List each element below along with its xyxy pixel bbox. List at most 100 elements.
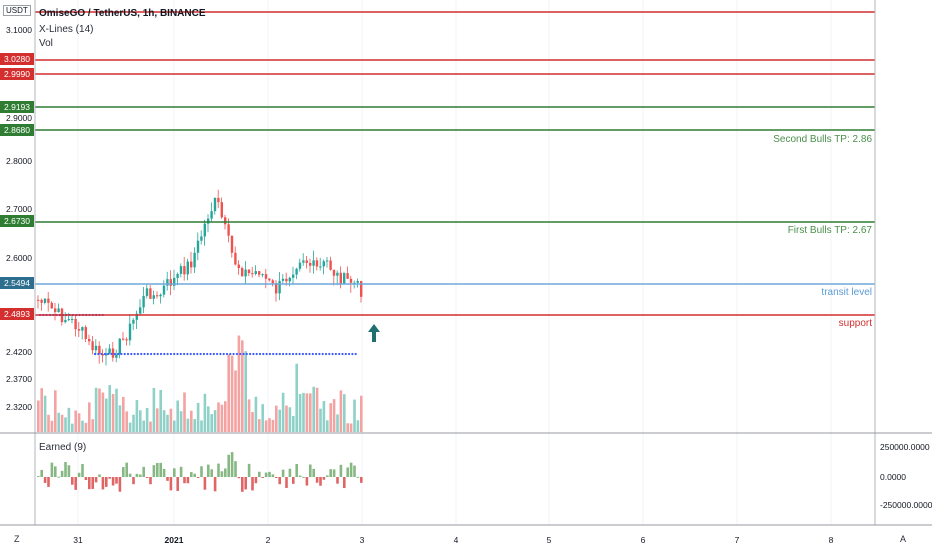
candle-body — [230, 235, 234, 253]
candle-body — [149, 288, 152, 299]
earned-bar — [91, 477, 94, 489]
currency-badge[interactable]: USDT — [3, 5, 31, 16]
volume-bar — [190, 410, 193, 432]
earned-bar — [349, 462, 353, 477]
xline-marker — [331, 352, 334, 356]
xline-marker — [93, 352, 97, 356]
xline-marker — [153, 352, 156, 356]
xline-marker — [216, 352, 219, 356]
xline-marker — [351, 352, 354, 356]
volume-bar — [271, 419, 275, 432]
earned-bar — [305, 477, 309, 486]
volume-bar — [139, 410, 142, 432]
price-label: 2.4893 — [0, 308, 34, 320]
earned-bar — [220, 471, 224, 477]
symbol-title[interactable]: OmiseGO / TetherUS, 1h, BINANCE — [39, 8, 206, 19]
earned-bar — [258, 471, 261, 477]
earned-bar — [278, 477, 281, 485]
price-tick: 2.6000 — [6, 253, 32, 263]
earned-bar — [200, 466, 203, 477]
sub-axis-tick: -250000.0000 — [880, 500, 932, 510]
volume-bar — [142, 420, 145, 432]
earned-bar — [128, 473, 132, 477]
xline-marker — [348, 352, 351, 356]
earned-bar — [60, 470, 64, 477]
volume-bar — [152, 387, 156, 432]
earned-bar — [217, 463, 220, 477]
volume-bar — [210, 414, 213, 432]
xline-marker — [110, 352, 113, 356]
earned-bar — [261, 477, 264, 478]
candle-body — [115, 354, 118, 358]
indicator-xlines[interactable]: X-Lines (14) — [39, 24, 94, 35]
volume-bar — [343, 394, 346, 432]
volume-bar — [237, 335, 241, 432]
candle-body — [329, 260, 332, 270]
earned-bar — [339, 464, 343, 477]
volume-bar — [217, 402, 220, 432]
volume-bar — [43, 395, 47, 432]
earned-bar — [336, 477, 339, 484]
earned-bar — [343, 477, 346, 489]
xline-marker — [100, 352, 103, 356]
candle-body — [244, 269, 247, 277]
xline-marker — [146, 352, 149, 356]
earned-bar — [54, 466, 57, 477]
volume-bar — [356, 420, 360, 432]
volume-bar — [81, 420, 84, 432]
volume-bar — [234, 370, 237, 432]
volume-bar — [264, 420, 268, 432]
xline-marker — [202, 352, 205, 356]
candle-body — [118, 338, 121, 355]
xline-marker — [169, 352, 172, 356]
xline-marker — [239, 352, 242, 356]
volume-bar — [98, 388, 101, 432]
earned-bar — [247, 463, 251, 477]
xline-marker — [282, 352, 285, 356]
xline-marker — [334, 352, 337, 356]
candle-body — [54, 308, 57, 313]
xline-marker — [126, 352, 130, 356]
candle-body — [88, 338, 91, 342]
auto-scale-button[interactable]: A — [900, 534, 907, 544]
volume-bar — [203, 393, 207, 432]
volume-bar — [254, 396, 258, 432]
volume-bar — [261, 404, 264, 432]
xline-marker — [229, 352, 232, 356]
xline-marker — [321, 352, 324, 356]
xline-marker — [140, 352, 143, 356]
xline-marker — [199, 352, 202, 356]
volume-bar — [309, 393, 312, 432]
candle-body — [200, 236, 203, 241]
candle-body — [258, 271, 261, 275]
earned-bar — [329, 469, 332, 477]
earned-bar — [118, 477, 122, 492]
earned-bar — [271, 474, 275, 477]
candle-body — [173, 277, 176, 286]
xline-marker — [133, 352, 136, 356]
price-tick: 3.1000 — [6, 25, 32, 35]
candle-body — [309, 262, 312, 266]
volume-bar — [47, 414, 50, 432]
candle-body — [254, 271, 257, 274]
indicator-volume[interactable]: Vol — [39, 38, 53, 49]
xline-marker — [222, 352, 225, 356]
volume-bar — [101, 392, 105, 432]
earned-bar — [132, 477, 135, 485]
xline-marker — [173, 352, 176, 356]
earned-bar — [268, 471, 271, 477]
indicator-earned[interactable]: Earned (9) — [39, 442, 87, 453]
earned-bar — [210, 469, 213, 477]
earned-bar — [169, 477, 173, 491]
candle-body — [179, 266, 183, 274]
zoom-button[interactable]: Z — [14, 534, 20, 544]
earned-bar — [326, 475, 329, 477]
volume-bar — [322, 401, 326, 432]
earned-bar — [108, 477, 111, 479]
candle-body — [81, 327, 84, 331]
xline-marker — [176, 352, 179, 356]
xline-marker — [262, 352, 265, 356]
volume-bar — [37, 400, 40, 432]
volume-bar — [305, 393, 309, 432]
